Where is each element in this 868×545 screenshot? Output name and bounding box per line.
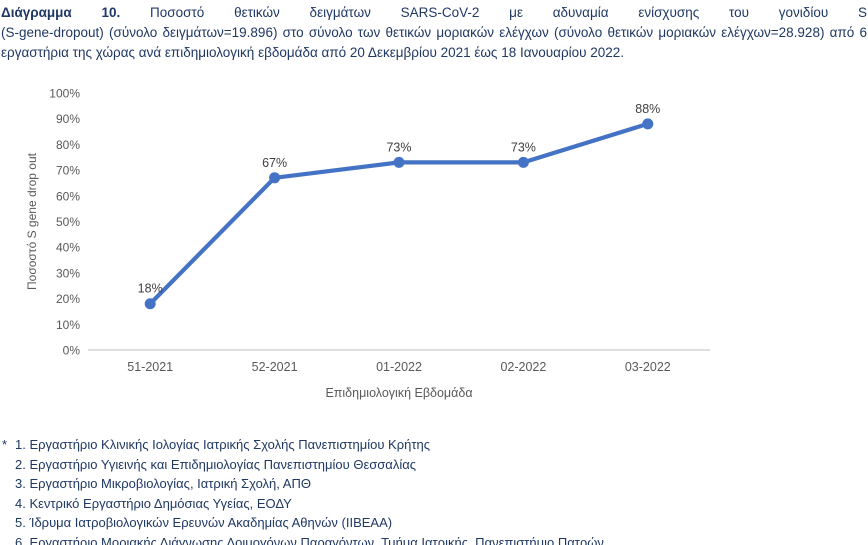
- y-tick-label: 70%: [56, 164, 80, 178]
- y-tick-label: 80%: [56, 138, 80, 152]
- footnote-item: 4. Κεντρικό Εργαστήριο Δημόσιας Υγείας, …: [15, 495, 292, 511]
- footnote-item: 2. Εργαστήριο Υγιεινής και Επιδημιολογία…: [15, 456, 416, 472]
- y-tick-label: 10%: [56, 318, 80, 332]
- x-tick-label: 02-2022: [500, 360, 546, 374]
- footnote-item: 6. Εργαστήριο Μοριακής Διάγνωσης Λοιμογό…: [15, 534, 604, 545]
- caption-line-1-text: Ποσοστό θετικών δειγμάτων SARS-CoV-2 με …: [150, 5, 867, 20]
- caption-line-2: (S-gene-dropout) (σύνολο δειγμάτων=19.89…: [1, 25, 867, 40]
- data-point-label: 18%: [138, 282, 163, 296]
- caption-line-1: Διάγραμμα 10. Ποσοστό θετικών δειγμάτων …: [1, 3, 867, 23]
- y-tick-label: 90%: [56, 112, 80, 126]
- y-tick-label: 30%: [56, 266, 80, 280]
- figure-caption: Διάγραμμα 10. Ποσοστό θετικών δειγμάτων …: [0, 0, 868, 63]
- data-point-label: 73%: [386, 140, 411, 154]
- x-tick-label: 01-2022: [376, 360, 422, 374]
- data-point-label: 67%: [262, 156, 287, 170]
- data-point-marker: [144, 298, 156, 310]
- y-tick-label: 0%: [63, 344, 81, 358]
- y-tick-label: 60%: [56, 189, 80, 203]
- x-tick-label: 52-2021: [252, 360, 298, 374]
- footnotes: * 1. Εργαστήριο Κλινικής Ιολογίας Ιατρικ…: [0, 435, 868, 545]
- data-point-marker: [393, 156, 405, 168]
- y-tick-label: 100%: [49, 87, 80, 101]
- y-tick-label: 50%: [56, 215, 80, 229]
- data-point-label: 88%: [635, 102, 660, 116]
- data-point-marker: [517, 156, 529, 168]
- x-tick-label: 51-2021: [127, 360, 173, 374]
- footnote-item: 3. Εργαστήριο Μικροβιολογίας, Ιατρική Σχ…: [15, 476, 311, 491]
- y-axis-title: Ποσοστό S gene drop out: [25, 152, 39, 290]
- y-tick-label: 40%: [56, 241, 80, 255]
- data-point-marker: [642, 118, 654, 130]
- footnote-item: 5. Ίδρυμα Ιατροβιολογικών Ερευνών Ακαδημ…: [15, 515, 393, 530]
- y-tick-label: 20%: [56, 292, 80, 306]
- footnote-asterisk: *: [2, 437, 8, 452]
- caption-line-3: εργαστήρια της χώρας ανά επιδημιολογική …: [1, 45, 625, 60]
- figure-number-label: Διάγραμμα 10.: [1, 5, 121, 20]
- x-axis-title: Επιδημιολογική Εβδομάδα: [325, 386, 472, 400]
- data-point-label: 73%: [511, 140, 536, 154]
- x-tick-label: 03-2022: [625, 360, 671, 374]
- chart-area: 0% 10% 20% 30% 40% 50% 60% 70% 80% 90% 100% 51-2021…: [0, 85, 868, 415]
- line-chart: 0% 10% 20% 30% 40% 50% 60% 70% 80% 90% 100% 51-2021…: [25, 87, 710, 400]
- footnote-list: 1. Εργαστήριο Κλινικής Ιολογίας Ιατρικής…: [2, 435, 868, 545]
- data-point-marker: [269, 172, 281, 184]
- footnote-item: 1. Εργαστήριο Κλινικής Ιολογίας Ιατρικής…: [15, 437, 430, 452]
